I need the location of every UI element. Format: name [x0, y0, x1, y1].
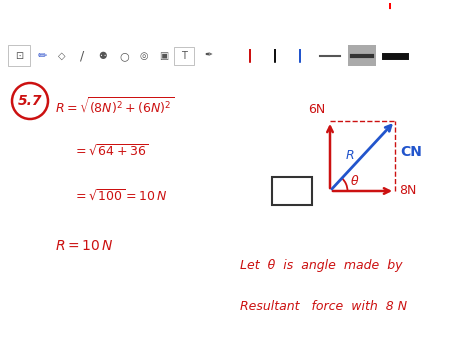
Bar	[348, 45, 376, 66]
Text: Numerade -: Numerade -	[208, 23, 266, 33]
Text: ☐: ☐	[425, 23, 432, 32]
Text: $= \sqrt{64 + 36}$: $= \sqrt{64 + 36}$	[73, 143, 148, 159]
Text: $= \sqrt{100} = 10\,N$: $= \sqrt{100} = 10\,N$	[73, 189, 168, 203]
Text: 11:35 AM  Sat 5 Jun: 11:35 AM Sat 5 Jun	[8, 4, 69, 9]
Text: ⊡: ⊡	[15, 51, 23, 61]
Text: ⊞: ⊞	[35, 23, 43, 33]
Text: ↷: ↷	[405, 23, 414, 33]
Text: ↑: ↑	[105, 23, 113, 33]
Text: ◇: ◇	[58, 51, 66, 61]
Text: Resultant   force  with  8 N: Resultant force with 8 N	[240, 300, 407, 312]
Text: ✕: ✕	[445, 23, 453, 33]
Bar	[8, 45, 30, 66]
Text: ⚉: ⚉	[99, 51, 108, 61]
Text: Q: Q	[60, 23, 68, 33]
Bar	[272, 177, 312, 205]
Text: T: T	[181, 51, 187, 61]
Text: ◎: ◎	[140, 51, 148, 61]
Text: CN: CN	[400, 146, 422, 159]
Text: ↶: ↶	[385, 23, 394, 33]
Text: ✏: ✏	[37, 51, 46, 61]
Text: $\theta$: $\theta$	[350, 174, 359, 188]
Text: 5.7: 5.7	[18, 94, 42, 108]
Text: R: R	[346, 149, 354, 162]
Text: ✒: ✒	[204, 51, 212, 61]
Text: ○: ○	[119, 51, 129, 61]
Text: /: /	[80, 49, 84, 62]
Text: Let  θ  is  angle  made  by: Let θ is angle made by	[240, 260, 402, 273]
Text: 65%: 65%	[452, 4, 466, 9]
Text: 8N: 8N	[399, 185, 416, 197]
Bar	[174, 47, 194, 65]
Text: $R = 10\,N$: $R = 10\,N$	[55, 239, 114, 253]
Text: ▣: ▣	[159, 51, 169, 61]
Text: <: <	[12, 23, 21, 33]
Text: 6N: 6N	[308, 103, 325, 116]
Text: …: …	[463, 23, 473, 33]
Text: $R = \sqrt{(8N)^2 + (6N)^2}$: $R = \sqrt{(8N)^2 + (6N)^2}$	[55, 95, 174, 116]
Text: ☐: ☐	[82, 23, 90, 32]
